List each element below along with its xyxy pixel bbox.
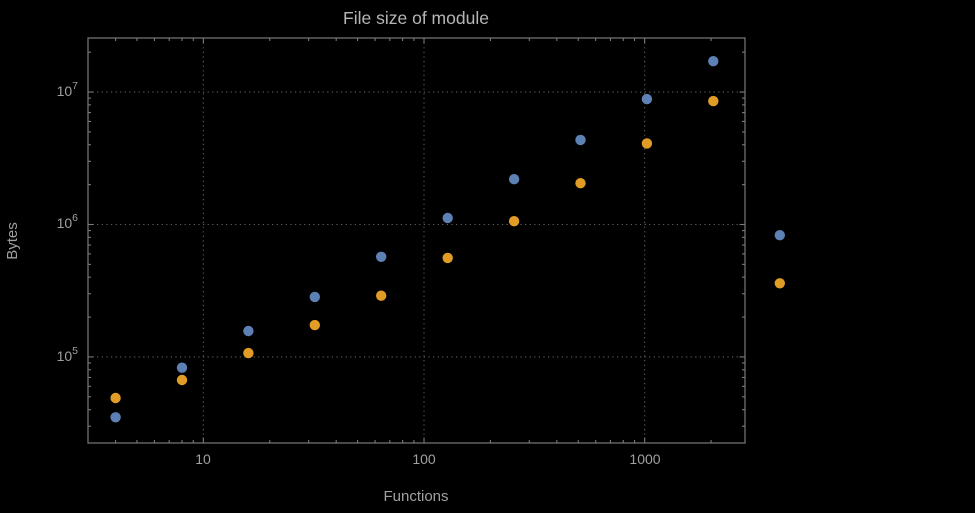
y-tick-exp: 5 — [72, 345, 78, 357]
x-tick-label-10: 10 — [195, 451, 211, 467]
data-point-series-blue — [376, 251, 387, 262]
data-point-series-orange — [774, 278, 785, 289]
data-point-series-blue — [641, 93, 653, 105]
x-tick-label-1000: 1000 — [629, 451, 660, 467]
data-point-series-orange — [575, 178, 586, 189]
data-point-series-orange — [376, 290, 387, 301]
data-point-series-orange — [442, 252, 453, 264]
y-tick-base: 10 — [57, 348, 73, 364]
plot-frame — [87, 37, 746, 444]
y-tick-exp: 6 — [72, 212, 78, 224]
data-point-series-blue — [575, 134, 586, 146]
x-axis-label: Functions — [383, 488, 448, 505]
x-tick-label-100: 100 — [412, 451, 436, 467]
data-point-series-blue — [442, 212, 453, 224]
data-point-series-orange — [176, 374, 188, 386]
data-point-series-blue — [309, 291, 320, 303]
data-point-series-blue — [243, 325, 254, 337]
data-point-series-orange — [243, 347, 254, 359]
y-tick-base: 10 — [57, 83, 73, 99]
data-point-series-orange — [508, 216, 520, 227]
y-tick-label-1e6: 106 — [57, 212, 79, 231]
y-tick-label-1e7: 107 — [57, 80, 79, 99]
y-axis-label: Bytes — [4, 222, 21, 260]
data-point-series-blue — [110, 412, 121, 423]
data-point-series-blue — [774, 230, 785, 241]
y-tick-exp: 7 — [72, 80, 78, 92]
y-tick-base: 10 — [57, 215, 73, 231]
data-point-series-orange — [708, 95, 719, 107]
data-point-series-orange — [641, 138, 653, 149]
data-point-series-orange — [309, 319, 320, 331]
data-point-series-blue — [508, 174, 520, 185]
data-point-series-blue — [176, 362, 188, 373]
plot-area — [87, 37, 785, 444]
y-tick-label-1e5: 105 — [57, 345, 79, 364]
data-point-series-orange — [110, 392, 121, 404]
data-point-series-blue — [708, 56, 719, 67]
chart-title: File size of module — [343, 8, 489, 28]
